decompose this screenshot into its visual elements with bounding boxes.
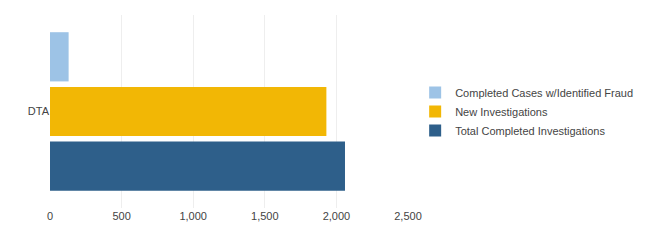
svg-text:1,500: 1,500: [251, 210, 279, 222]
svg-text:0: 0: [47, 210, 53, 222]
svg-text:2,000: 2,000: [323, 210, 351, 222]
svg-text:Total Completed Investigations: Total Completed Investigations: [455, 125, 605, 137]
svg-text:500: 500: [112, 210, 130, 222]
svg-text:New Investigations: New Investigations: [455, 106, 548, 118]
svg-text:Completed Cases w/Identified F: Completed Cases w/Identified Fraud: [455, 87, 633, 99]
svg-text:1,000: 1,000: [179, 210, 207, 222]
svg-text:2,500: 2,500: [394, 210, 422, 222]
svg-text:DTA: DTA: [28, 105, 50, 117]
